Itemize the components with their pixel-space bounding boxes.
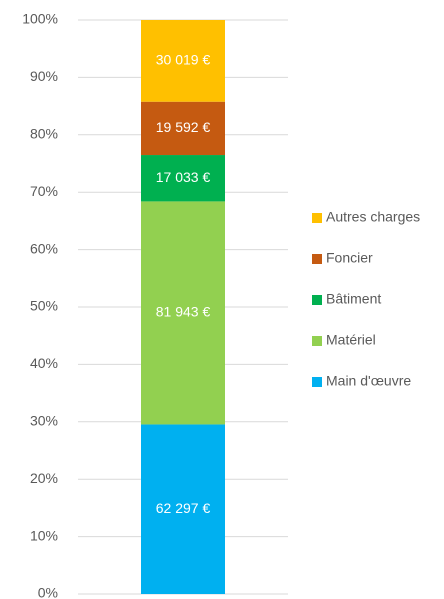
data-label: 19 592 € xyxy=(156,119,211,135)
legend-swatch xyxy=(312,213,322,223)
bar-segment xyxy=(141,101,225,156)
legend-label: Bâtiment xyxy=(326,291,381,307)
legend-label: Foncier xyxy=(326,250,373,266)
y-tick-label: 20% xyxy=(30,470,58,486)
legend-label: Autres charges xyxy=(326,209,420,225)
bar-segment xyxy=(141,155,225,202)
data-label: 81 943 € xyxy=(156,304,211,320)
legend-swatch xyxy=(312,377,322,387)
y-tick-label: 0% xyxy=(38,585,58,599)
bar-segment xyxy=(141,20,225,102)
y-tick-label: 30% xyxy=(30,413,58,429)
y-tick-label: 70% xyxy=(30,183,58,199)
data-label: 30 019 € xyxy=(156,52,211,68)
y-tick-label: 100% xyxy=(22,11,58,27)
legend-swatch xyxy=(312,336,322,346)
y-tick-label: 80% xyxy=(30,126,58,142)
y-tick-label: 40% xyxy=(30,355,58,371)
y-tick-label: 10% xyxy=(30,527,58,543)
legend-label: Matériel xyxy=(326,332,376,348)
legend-swatch xyxy=(312,295,322,305)
y-tick-label: 90% xyxy=(30,68,58,84)
data-label: 17 033 € xyxy=(156,169,211,185)
legend-swatch xyxy=(312,254,322,264)
y-tick-label: 60% xyxy=(30,240,58,256)
data-label: 62 297 € xyxy=(156,500,211,516)
bar-segment xyxy=(141,424,225,594)
legend-label: Main d'œuvre xyxy=(326,373,411,389)
bar-segment xyxy=(141,201,225,425)
y-tick-label: 50% xyxy=(30,298,58,314)
